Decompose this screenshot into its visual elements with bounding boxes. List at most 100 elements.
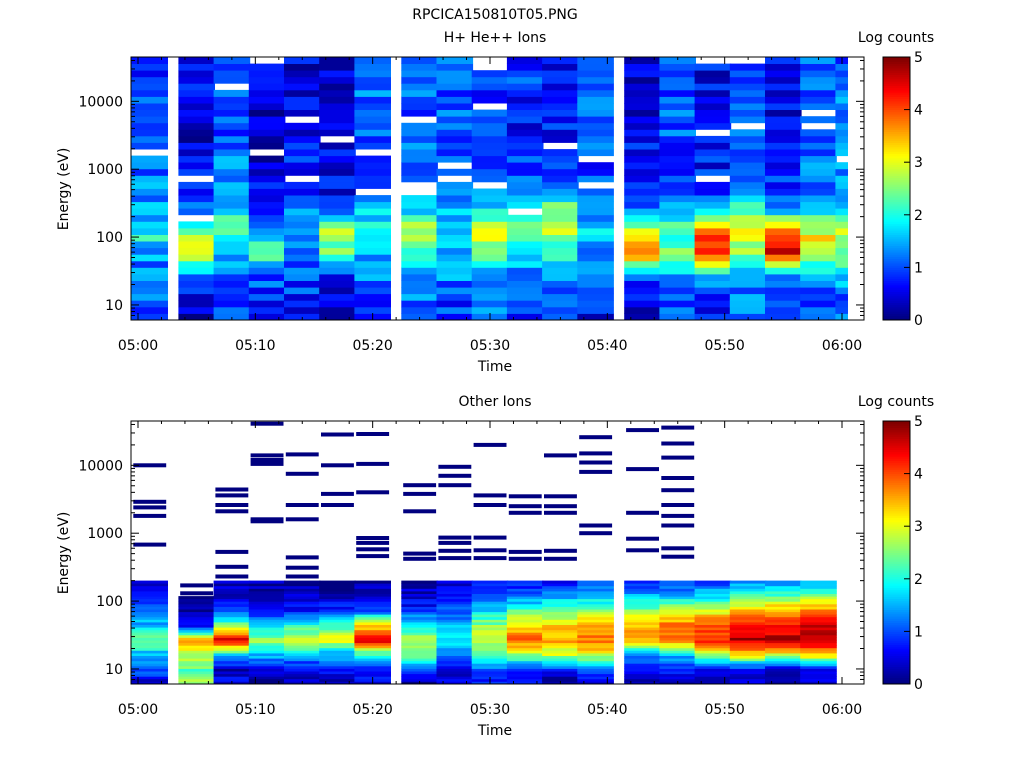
spectrogram-cell [213, 109, 251, 117]
spectrogram-cell [319, 241, 356, 249]
spectrogram-cell [131, 293, 168, 301]
spectrogram-cell [178, 63, 215, 71]
spectrogram-cell [542, 214, 579, 222]
spectrogram-cell [624, 603, 661, 607]
spectrogram-cell [284, 624, 321, 628]
x-tick-label: 05:50 [704, 702, 744, 718]
spectrogram-cell [765, 70, 802, 78]
spectrogram-cell [506, 103, 544, 110]
spectrogram-cell [694, 116, 732, 124]
spectrogram-cell [436, 596, 474, 600]
spectrogram-cell [624, 135, 661, 143]
spectrogram-cell [542, 591, 579, 594]
spectrogram-cell [401, 122, 438, 130]
spectrogram-cell [577, 214, 614, 222]
spectrogram-cell [213, 632, 251, 636]
spectrogram-cell [659, 76, 696, 84]
spectrogram-cell [542, 76, 579, 84]
spectrogram-cell [471, 622, 509, 625]
spectrogram-cell [248, 668, 286, 672]
spectrogram-cell [319, 103, 356, 110]
spectrogram-cell [436, 254, 474, 262]
spectrogram-cell [659, 660, 696, 664]
spectrogram-cell [729, 632, 767, 636]
spectrogram-cell [178, 234, 215, 242]
spectrogram-cell [248, 598, 286, 602]
spectrogram-cell [354, 76, 391, 84]
spectrogram-cell [178, 274, 215, 281]
sparse-count-line [661, 476, 695, 480]
spectrogram-cell [729, 201, 767, 209]
spectrogram-cell [248, 681, 286, 685]
spectrogram-cell [506, 660, 544, 664]
spectrogram-cell [542, 634, 579, 638]
spectrogram-cell [506, 647, 544, 651]
spectrogram-cell [319, 637, 356, 641]
spectrogram-cell [659, 601, 696, 605]
spectrogram-cell [213, 609, 251, 613]
spectrogram-cell [542, 598, 579, 602]
spectrogram-cell [131, 629, 168, 633]
spectrogram-cell [248, 300, 286, 308]
spectrogram-cell [800, 76, 837, 84]
spectrogram-cell [284, 614, 321, 618]
spectrogram-cell [694, 267, 732, 275]
y-tick-label: 10000 [78, 94, 123, 110]
spectrogram-cell [284, 267, 321, 275]
spectrogram-cell [659, 622, 696, 625]
sparse-count-line [473, 442, 507, 447]
spectrogram-cell [694, 280, 732, 288]
spectrogram-cell [577, 660, 614, 664]
spectrogram-cell [542, 103, 579, 110]
spectrogram-cell [577, 650, 614, 654]
spectrogram-cell [506, 588, 544, 592]
spectrogram-cell [178, 681, 215, 685]
spectrogram-cell [401, 647, 438, 651]
spectrogram-cell [436, 622, 474, 625]
spectrogram-cell [835, 234, 848, 242]
spectrogram-cell [284, 609, 321, 613]
spectrogram-cell [835, 241, 848, 249]
spectrogram-cell [765, 228, 802, 235]
spectrogram-cell [354, 611, 391, 615]
spectrogram-cell [178, 640, 215, 644]
spectrogram-cell [436, 663, 474, 667]
spectrogram-cell [213, 622, 251, 625]
spectrogram-cell [694, 637, 732, 641]
sparse-count-line [438, 464, 472, 469]
spectrogram-cell [800, 634, 837, 638]
spectrogram-cell [835, 201, 848, 209]
spectrogram-cell [436, 598, 474, 602]
spectrogram-cell [729, 280, 767, 288]
spectrogram-cell [800, 63, 837, 71]
spectrogram-cell [401, 598, 438, 602]
spectrogram-cell [436, 627, 474, 631]
spectrogram-cell [436, 632, 474, 636]
spectrogram-cell [694, 598, 732, 602]
spectrogram-cell [624, 76, 661, 84]
spectrogram-cell [659, 637, 696, 641]
spectrogram-cell [694, 89, 732, 97]
spectrogram-cell [178, 201, 215, 209]
spectrogram-cell [800, 267, 837, 275]
spectrogram-cell [213, 260, 251, 268]
spectrogram-cell [319, 175, 356, 183]
spectrogram-cell [471, 601, 509, 605]
spectrogram-cell [694, 135, 732, 143]
spectrogram-cell [436, 122, 474, 130]
spectrogram-cell [542, 658, 579, 662]
spectrogram-cell [577, 588, 614, 592]
spectrogram-cell [131, 188, 168, 196]
spectrogram-cell [248, 616, 286, 620]
spectrogram-cell [729, 609, 767, 613]
spectrogram-cell [213, 673, 251, 677]
spectrogram-cell [401, 287, 438, 295]
sparse-count-line [356, 432, 390, 436]
spectrogram-cell [765, 622, 802, 625]
spectrogram-cell [436, 116, 474, 124]
sparse-count-line [508, 556, 542, 561]
spectrogram-cell [729, 606, 767, 610]
spectrogram-cell [248, 665, 286, 669]
